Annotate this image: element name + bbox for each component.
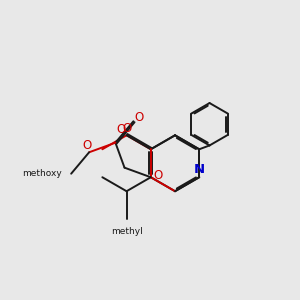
Text: O: O bbox=[135, 111, 144, 124]
Text: methoxy: methoxy bbox=[22, 169, 62, 178]
Text: O: O bbox=[122, 122, 131, 135]
Text: O: O bbox=[154, 169, 163, 182]
Text: O: O bbox=[117, 124, 126, 136]
Text: N: N bbox=[194, 164, 205, 176]
Text: O: O bbox=[82, 139, 92, 152]
Text: methyl: methyl bbox=[111, 226, 142, 236]
